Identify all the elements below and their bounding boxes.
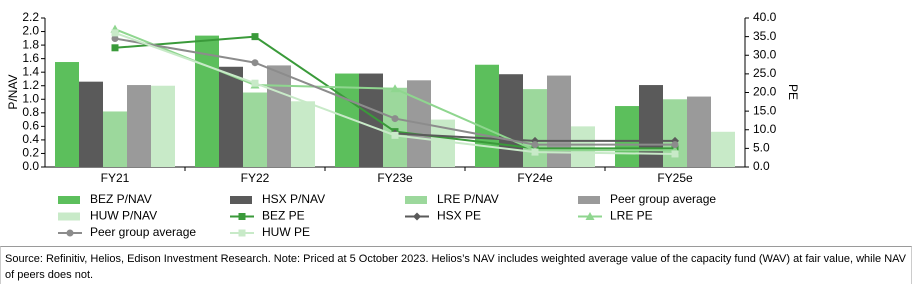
- legend-marker: [238, 213, 246, 220]
- legend-marker: [238, 229, 246, 237]
- y-tick-label: 0.4: [22, 132, 39, 146]
- bar: [219, 66, 243, 167]
- line-marker: [531, 148, 539, 156]
- y2-tick-label: 0.0: [753, 159, 770, 173]
- line-marker: [111, 34, 119, 42]
- y-tick-label: 0.2: [22, 146, 39, 160]
- bar: [475, 64, 499, 167]
- bar: [383, 87, 407, 167]
- line-marker: [251, 79, 259, 87]
- legend-label: BEZ PE: [262, 209, 305, 223]
- line-marker: [251, 33, 259, 41]
- y-axis-label: P/NAV: [6, 74, 20, 109]
- y-tick-label: 1.8: [22, 37, 39, 51]
- legend-label: HSX P/NAV: [262, 192, 325, 206]
- y-tick-label: 0.6: [22, 119, 39, 133]
- bar: [151, 85, 175, 167]
- y2-tick-label: 40.0: [753, 10, 777, 24]
- legend-label: HSX PE: [437, 209, 481, 223]
- legend-swatch: [578, 196, 600, 204]
- bar: [571, 126, 595, 167]
- line-marker: [671, 141, 679, 149]
- bar: [55, 62, 79, 167]
- y-tick-label: 1.2: [22, 78, 39, 92]
- legend-label: LRE P/NAV: [437, 192, 499, 206]
- legend-label: HUW PE: [262, 225, 310, 239]
- y-tick-label: 1.6: [22, 51, 39, 65]
- bar: [127, 85, 151, 167]
- legend-label: Peer group average: [90, 225, 196, 239]
- bar: [291, 101, 315, 167]
- y2-tick-label: 35.0: [753, 29, 777, 43]
- bar: [615, 106, 639, 167]
- x-tick-label: FY24e: [517, 171, 553, 185]
- legend-swatch: [230, 196, 252, 204]
- y2-tick-label: 5.0: [753, 141, 770, 155]
- y2-tick-label: 10.0: [753, 122, 777, 136]
- legend-label: BEZ P/NAV: [90, 192, 152, 206]
- line-marker: [671, 150, 679, 158]
- legend-swatch: [58, 196, 80, 204]
- y-tick-label: 1.4: [22, 64, 39, 78]
- line-marker: [111, 44, 119, 52]
- y2-tick-label: 20.0: [753, 85, 777, 99]
- source-note: Source: Refinitiv, Helios, Edison Invest…: [0, 246, 912, 284]
- y2-axis-label: PE: [786, 84, 800, 100]
- y2-tick-label: 30.0: [753, 47, 777, 61]
- bar: [687, 96, 711, 167]
- x-tick-label: FY23e: [377, 171, 413, 185]
- x-tick-label: FY22: [241, 171, 270, 185]
- legend-marker: [66, 229, 74, 237]
- legend-marker: [585, 212, 595, 220]
- bar: [711, 131, 735, 167]
- legend-marker: [413, 212, 421, 221]
- legend-label: HUW P/NAV: [90, 209, 157, 223]
- line-marker: [390, 84, 400, 93]
- line-marker: [391, 131, 399, 139]
- y-tick-label: 0.8: [22, 105, 39, 119]
- legend-label: LRE PE: [610, 209, 653, 223]
- legend-swatch: [405, 196, 427, 204]
- y-tick-label: 0.0: [22, 159, 39, 173]
- y-tick-label: 2.2: [22, 10, 39, 24]
- legend-label: Peer group average: [610, 192, 716, 206]
- line-marker: [531, 141, 539, 149]
- bar: [103, 111, 127, 167]
- line-marker: [391, 115, 399, 123]
- bar: [499, 74, 523, 167]
- y-tick-label: 1.0: [22, 91, 39, 105]
- bar: [195, 35, 219, 167]
- y-tick-label: 2.0: [22, 24, 39, 38]
- y2-tick-label: 15.0: [753, 103, 777, 117]
- line-marker: [111, 29, 119, 37]
- legend-swatch: [58, 212, 80, 221]
- x-tick-label: FY21: [101, 171, 130, 185]
- line-marker: [251, 59, 259, 67]
- x-tick-label: FY25e: [657, 171, 693, 185]
- bar: [79, 81, 103, 167]
- bar: [267, 65, 291, 167]
- bar: [243, 92, 267, 167]
- y2-tick-label: 25.0: [753, 66, 777, 80]
- chart: P/NAV PE 0.00.20.40.60.81.01.21.41.61.82…: [6, 10, 800, 239]
